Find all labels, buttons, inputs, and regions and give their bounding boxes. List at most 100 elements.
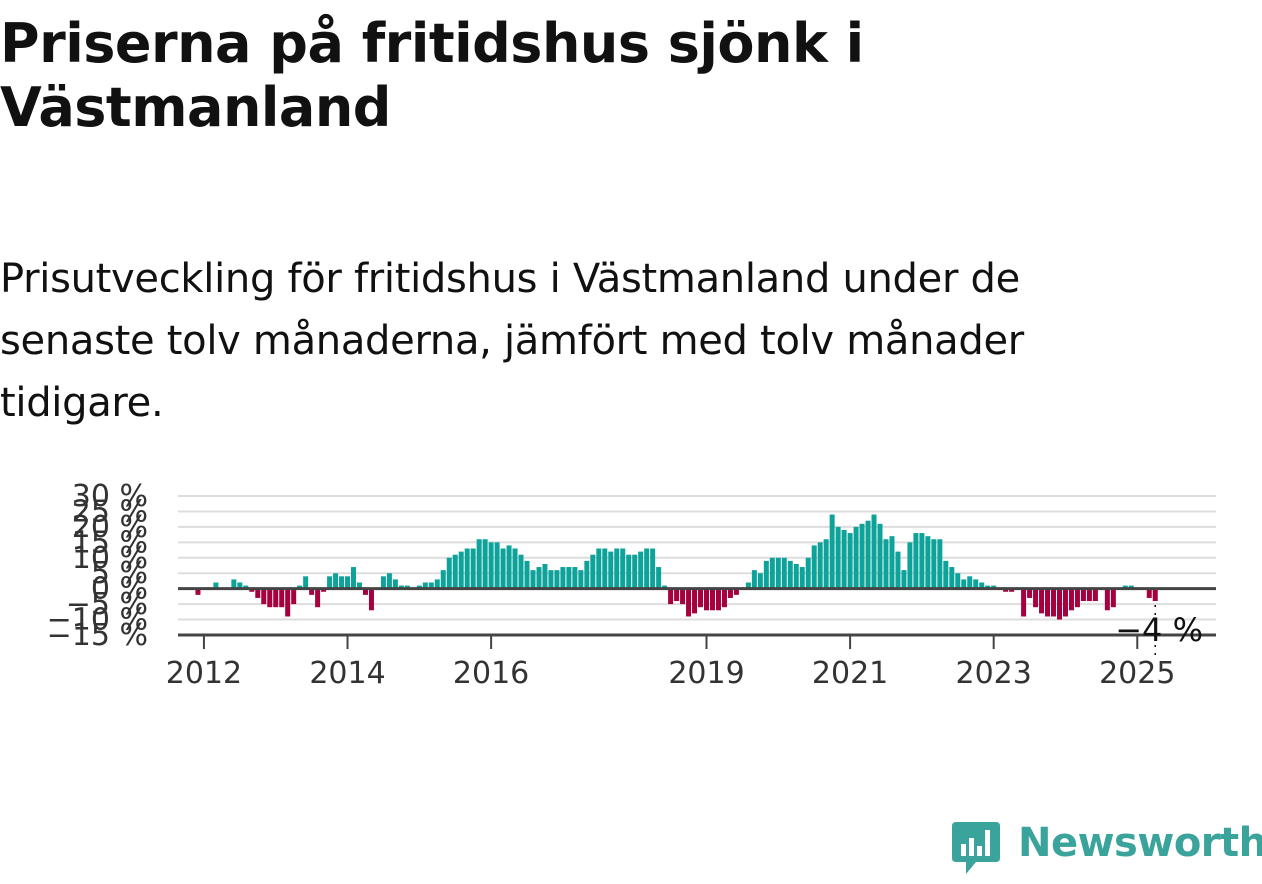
bar bbox=[518, 554, 524, 589]
bar bbox=[356, 582, 362, 589]
bar bbox=[500, 548, 506, 589]
bar bbox=[931, 539, 937, 589]
bar bbox=[1080, 588, 1086, 602]
bar bbox=[895, 551, 901, 589]
bar bbox=[351, 567, 357, 589]
bar bbox=[961, 579, 967, 589]
bar bbox=[853, 526, 859, 589]
bar bbox=[345, 576, 351, 589]
x-tick-label: 2016 bbox=[453, 656, 529, 691]
bar bbox=[255, 588, 261, 598]
bar bbox=[488, 542, 494, 589]
bar bbox=[464, 548, 470, 589]
bar bbox=[626, 554, 632, 589]
bar bbox=[817, 542, 823, 589]
bar bbox=[829, 514, 835, 589]
bar bbox=[775, 557, 781, 589]
bar bbox=[398, 585, 404, 589]
bar bbox=[416, 585, 422, 589]
bar bbox=[368, 588, 374, 611]
latest-value-annotation: −4 % bbox=[1115, 611, 1203, 649]
bar bbox=[715, 588, 721, 611]
bar bbox=[644, 548, 650, 589]
bar bbox=[261, 588, 267, 605]
bar bbox=[231, 579, 237, 589]
bar bbox=[590, 554, 596, 589]
x-tick-label: 2025 bbox=[1099, 656, 1175, 691]
bar bbox=[428, 582, 434, 589]
bar bbox=[1104, 588, 1110, 611]
bar bbox=[195, 588, 201, 595]
bar bbox=[1110, 588, 1116, 608]
bar bbox=[704, 588, 709, 611]
bar bbox=[1152, 588, 1158, 602]
bar bbox=[434, 579, 440, 589]
bar bbox=[392, 579, 398, 589]
bar bbox=[985, 585, 991, 589]
bar bbox=[907, 542, 913, 589]
bar bbox=[859, 523, 865, 589]
bar bbox=[506, 545, 512, 589]
bar bbox=[769, 557, 775, 589]
bar bbox=[781, 557, 787, 589]
bar bbox=[554, 570, 560, 589]
bar bbox=[680, 588, 686, 605]
bar bbox=[913, 533, 919, 589]
bar bbox=[596, 548, 602, 589]
bar bbox=[494, 542, 500, 589]
bar bbox=[805, 557, 811, 589]
chart-title: Priserna på fritidshus sjönk i Västmanla… bbox=[0, 12, 864, 139]
y-tick-label: −15 % bbox=[47, 618, 148, 653]
y-tick-label: 20 % bbox=[72, 510, 148, 545]
bar bbox=[811, 545, 817, 589]
bar bbox=[1128, 585, 1134, 589]
bar bbox=[763, 560, 769, 589]
bar bbox=[1086, 588, 1092, 602]
bar bbox=[1033, 588, 1039, 608]
y-tick-label: 30 % bbox=[72, 479, 148, 514]
bar bbox=[1045, 588, 1051, 617]
bar bbox=[1021, 588, 1027, 617]
bar bbox=[727, 588, 733, 598]
bar-chart: −15 %−10 %−5 %0 %5 %10 %15 %20 %25 %30 %… bbox=[47, 479, 1216, 691]
bar bbox=[793, 563, 799, 589]
bar bbox=[470, 548, 476, 589]
bar bbox=[273, 588, 279, 608]
bar bbox=[955, 573, 961, 589]
bar bbox=[1092, 588, 1098, 602]
bar bbox=[362, 588, 368, 595]
bar bbox=[1068, 588, 1074, 611]
bar bbox=[321, 588, 327, 592]
bar bbox=[452, 554, 458, 589]
bar bbox=[889, 536, 895, 589]
bar bbox=[949, 567, 955, 589]
bar bbox=[925, 536, 931, 589]
bar bbox=[787, 560, 793, 589]
bar bbox=[757, 573, 763, 589]
bar bbox=[572, 567, 578, 589]
x-tick-label: 2019 bbox=[668, 656, 744, 691]
bar bbox=[548, 570, 554, 589]
bar bbox=[1039, 588, 1045, 614]
bar bbox=[1122, 585, 1128, 589]
chart-subtitle: Prisutveckling för fritidshus i Västmanl… bbox=[0, 256, 1024, 426]
axes bbox=[178, 587, 1216, 655]
bar bbox=[458, 551, 464, 589]
bar bbox=[512, 548, 518, 589]
bar bbox=[309, 588, 315, 595]
bar bbox=[979, 582, 985, 589]
bar bbox=[291, 588, 297, 605]
bar bbox=[721, 588, 727, 608]
bar bbox=[440, 570, 446, 589]
bar bbox=[901, 570, 907, 589]
bar bbox=[662, 585, 668, 589]
bar bbox=[847, 533, 853, 589]
bar bbox=[386, 573, 392, 589]
bar bbox=[566, 567, 572, 589]
bar bbox=[1051, 588, 1057, 617]
y-tick-label: −5 % bbox=[66, 587, 148, 622]
bar bbox=[404, 585, 410, 589]
bar bbox=[632, 554, 638, 589]
bar bbox=[991, 585, 997, 589]
bar bbox=[937, 539, 943, 589]
